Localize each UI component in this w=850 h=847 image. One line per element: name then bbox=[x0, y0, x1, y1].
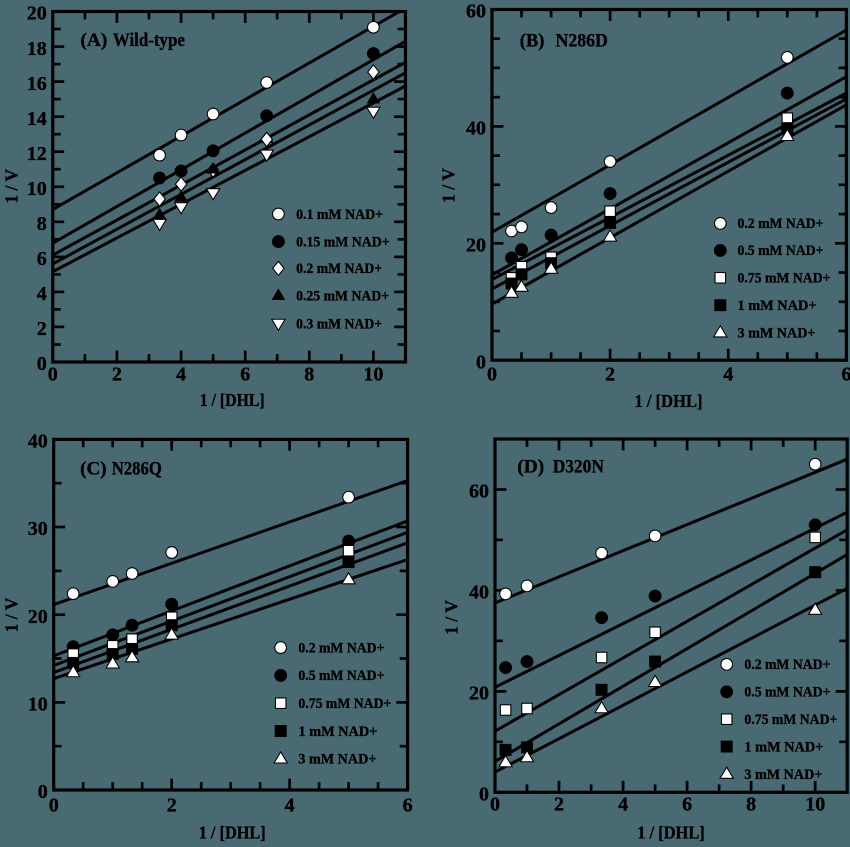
svg-text:6: 6 bbox=[37, 248, 47, 270]
svg-text:1 mM NAD+: 1 mM NAD+ bbox=[744, 739, 823, 755]
svg-text:0.75 mM NAD+: 0.75 mM NAD+ bbox=[744, 712, 837, 728]
svg-text:10: 10 bbox=[363, 364, 383, 386]
svg-text:0.75 mM NAD+: 0.75 mM NAD+ bbox=[738, 271, 831, 287]
svg-text:0: 0 bbox=[37, 353, 47, 375]
svg-text:2: 2 bbox=[112, 364, 122, 386]
svg-text:20: 20 bbox=[466, 235, 486, 257]
svg-text:10: 10 bbox=[805, 794, 825, 816]
svg-text:2: 2 bbox=[37, 318, 47, 340]
svg-text:0.5 mM NAD+: 0.5 mM NAD+ bbox=[738, 243, 824, 259]
svg-text:4: 4 bbox=[176, 364, 186, 386]
svg-text:18: 18 bbox=[27, 38, 47, 60]
svg-text:0.2 mM NAD+: 0.2 mM NAD+ bbox=[738, 216, 824, 232]
svg-text:3 mM NAD+: 3 mM NAD+ bbox=[744, 767, 822, 783]
svg-text:8: 8 bbox=[746, 794, 756, 816]
svg-text:0.2 mM NAD+: 0.2 mM NAD+ bbox=[744, 657, 830, 673]
svg-text:0.75 mM NAD+: 0.75 mM NAD+ bbox=[298, 696, 391, 712]
svg-text:60: 60 bbox=[469, 481, 489, 503]
svg-text:1 mM NAD+: 1 mM NAD+ bbox=[738, 298, 817, 314]
svg-text:40: 40 bbox=[28, 431, 48, 453]
svg-text:3 mM NAD+: 3 mM NAD+ bbox=[738, 326, 816, 342]
svg-text:14: 14 bbox=[27, 108, 47, 130]
svg-text:N286D: N286D bbox=[556, 30, 608, 51]
svg-text:20: 20 bbox=[27, 3, 47, 25]
svg-text:0: 0 bbox=[49, 794, 59, 816]
svg-text:0: 0 bbox=[479, 784, 489, 806]
svg-text:D320N: D320N bbox=[553, 457, 604, 478]
svg-text:1 / V: 1 / V bbox=[2, 597, 22, 632]
svg-text:0.3 mM NAD+: 0.3 mM NAD+ bbox=[296, 316, 382, 332]
svg-text:20: 20 bbox=[28, 606, 48, 628]
svg-text:8: 8 bbox=[304, 364, 314, 386]
svg-text:4: 4 bbox=[618, 794, 628, 816]
svg-text:1 / V: 1 / V bbox=[442, 600, 462, 635]
svg-text:12: 12 bbox=[27, 143, 47, 165]
svg-text:10: 10 bbox=[28, 694, 48, 716]
svg-text:Wild-type: Wild-type bbox=[113, 30, 185, 51]
svg-text:10: 10 bbox=[27, 178, 47, 200]
svg-text:0.5 mM NAD+: 0.5 mM NAD+ bbox=[744, 685, 830, 701]
svg-text:40: 40 bbox=[466, 118, 486, 140]
svg-text:2: 2 bbox=[554, 794, 564, 816]
svg-text:3 mM NAD+: 3 mM NAD+ bbox=[298, 752, 376, 768]
svg-text:1 / [DHL]: 1 / [DHL] bbox=[200, 390, 265, 410]
svg-text:6: 6 bbox=[240, 364, 250, 386]
svg-text:4: 4 bbox=[285, 794, 295, 816]
svg-text:N286Q: N286Q bbox=[112, 459, 162, 480]
svg-text:1 / [DHL]: 1 / [DHL] bbox=[635, 391, 703, 411]
svg-text:0: 0 bbox=[490, 794, 500, 816]
svg-text:0.2 mM NAD+: 0.2 mM NAD+ bbox=[296, 261, 382, 277]
svg-text:0.15 mM NAD+: 0.15 mM NAD+ bbox=[296, 234, 390, 250]
svg-text:1 / V: 1 / V bbox=[438, 168, 458, 203]
svg-text:0: 0 bbox=[48, 364, 58, 386]
svg-text:0.5 mM NAD+: 0.5 mM NAD+ bbox=[298, 668, 384, 684]
svg-text:0: 0 bbox=[476, 351, 486, 373]
svg-text:30: 30 bbox=[28, 518, 48, 540]
svg-text:6: 6 bbox=[682, 794, 692, 816]
svg-text:2: 2 bbox=[605, 364, 615, 386]
svg-text:6: 6 bbox=[841, 364, 850, 386]
svg-text:1 / V: 1 / V bbox=[2, 169, 22, 204]
svg-text:0.2 mM NAD+: 0.2 mM NAD+ bbox=[298, 640, 384, 656]
svg-text:0: 0 bbox=[38, 781, 48, 803]
svg-text:(B): (B) bbox=[520, 30, 545, 51]
svg-text:0.25 mM NAD+: 0.25 mM NAD+ bbox=[296, 288, 389, 304]
svg-text:6: 6 bbox=[403, 794, 413, 816]
svg-text:0.1 mM NAD+: 0.1 mM NAD+ bbox=[296, 207, 383, 223]
svg-text:(A): (A) bbox=[80, 30, 107, 51]
svg-text:8: 8 bbox=[37, 213, 47, 235]
svg-text:1 / [DHL]: 1 / [DHL] bbox=[637, 823, 705, 843]
svg-text:16: 16 bbox=[27, 73, 47, 95]
svg-text:1 / [DHL]: 1 / [DHL] bbox=[199, 823, 266, 843]
svg-text:(C): (C) bbox=[80, 459, 107, 480]
svg-text:4: 4 bbox=[723, 364, 733, 386]
svg-text:40: 40 bbox=[469, 582, 489, 604]
svg-text:60: 60 bbox=[466, 1, 486, 23]
svg-text:(D): (D) bbox=[517, 457, 544, 478]
svg-text:4: 4 bbox=[37, 283, 47, 305]
svg-text:1 mM NAD+: 1 mM NAD+ bbox=[298, 724, 377, 740]
svg-text:0: 0 bbox=[487, 364, 497, 386]
svg-text:20: 20 bbox=[469, 683, 489, 705]
svg-text:2: 2 bbox=[167, 794, 177, 816]
